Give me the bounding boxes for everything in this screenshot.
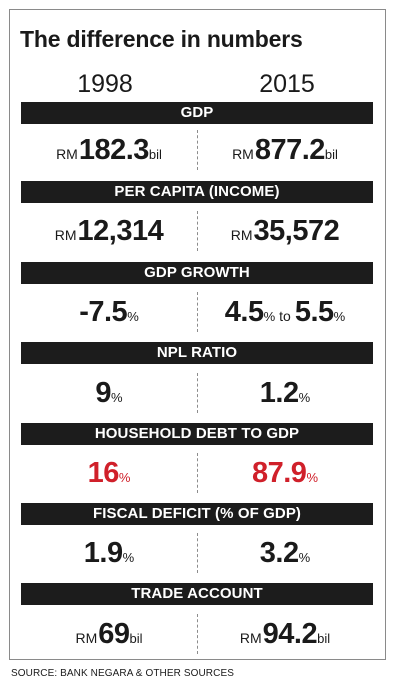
gdp-growth-2015-low: 4.5: [224, 296, 264, 328]
percent-suffix: %: [298, 550, 311, 565]
household-debt-2015-number: 87.9: [251, 457, 307, 489]
percent-suffix: %: [263, 309, 276, 324]
currency-prefix: RM: [54, 227, 77, 243]
source-note: SOURCE: BANK NEGARA & OTHER SOURCES: [11, 668, 234, 679]
column-divider: [197, 292, 198, 332]
row-household-debt: 16% 87.9%: [21, 451, 373, 495]
row-gdp-growth: -7.5% 4.5% to 5.5%: [21, 290, 373, 334]
currency-prefix: RM: [230, 227, 253, 243]
row-per-capita: RM12,314 RM35,572: [21, 209, 373, 253]
household-debt-1998-number: 16: [87, 457, 120, 489]
column-divider: [197, 614, 198, 654]
fiscal-deficit-1998-number: 1.9: [83, 537, 123, 569]
percent-suffix: %: [122, 550, 135, 565]
fiscal-deficit-2015-number: 3.2: [259, 537, 299, 569]
gdp-growth-2015-value: 4.5% to 5.5%: [197, 290, 373, 334]
column-divider: [197, 211, 198, 251]
row-npl-ratio: 9% 1.2%: [21, 371, 373, 415]
unit-suffix: bil: [324, 147, 338, 162]
trade-account-2015-value: RM94.2bil: [197, 612, 373, 656]
currency-prefix: RM: [232, 146, 254, 162]
currency-prefix: RM: [239, 630, 262, 646]
npl-ratio-1998-number: 9: [95, 377, 112, 409]
per-capita-2015-number: 35,572: [253, 215, 340, 247]
per-capita-2015-value: RM35,572: [197, 209, 373, 253]
infographic-title: The difference in numbers: [20, 26, 303, 52]
band-gdp: GDP: [21, 102, 373, 124]
npl-ratio-2015-value: 1.2%: [197, 371, 373, 415]
household-debt-2015-value: 87.9%: [197, 451, 373, 495]
row-fiscal-deficit: 1.9% 3.2%: [21, 531, 373, 575]
gdp-2015-number: 877.2: [254, 134, 326, 166]
gdp-1998-number: 182.3: [78, 134, 150, 166]
band-trade-account: TRADE ACCOUNT: [21, 583, 373, 605]
band-per-capita: PER CAPITA (INCOME): [21, 181, 373, 203]
column-divider: [197, 130, 198, 170]
band-gdp-growth: GDP GROWTH: [21, 262, 373, 284]
unit-suffix: bil: [148, 147, 162, 162]
unit-suffix: bil: [129, 631, 143, 646]
percent-suffix: %: [333, 309, 346, 324]
band-npl-ratio: NPL RATIO: [21, 342, 373, 364]
trade-account-1998-value: RM69bil: [21, 612, 197, 656]
gdp-growth-2015-high: 5.5: [294, 296, 334, 328]
range-connector: to: [279, 308, 291, 324]
fiscal-deficit-2015-value: 3.2%: [197, 531, 373, 575]
npl-ratio-2015-number: 1.2: [259, 377, 299, 409]
row-trade-account: RM69bil RM94.2bil: [21, 612, 373, 656]
trade-account-1998-number: 69: [98, 618, 130, 650]
column-divider: [197, 453, 198, 493]
fiscal-deficit-1998-value: 1.9%: [21, 531, 197, 575]
column-divider: [197, 533, 198, 573]
year-2015-header: 2015: [259, 70, 315, 98]
gdp-1998-value: RM182.3bil: [21, 128, 197, 172]
percent-suffix: %: [118, 470, 131, 485]
household-debt-1998-value: 16%: [21, 451, 197, 495]
percent-suffix: %: [127, 309, 139, 324]
infographic-frame: [9, 9, 386, 660]
per-capita-1998-value: RM12,314: [21, 209, 197, 253]
currency-prefix: RM: [75, 630, 98, 646]
percent-suffix: %: [298, 390, 311, 405]
band-household-debt: HOUSEHOLD DEBT TO GDP: [21, 423, 373, 445]
gdp-growth-1998-number: -7.5: [79, 296, 128, 328]
currency-prefix: RM: [56, 146, 78, 162]
trade-account-2015-number: 94.2: [262, 618, 318, 650]
column-divider: [197, 373, 198, 413]
per-capita-1998-number: 12,314: [77, 215, 164, 247]
year-1998-header: 1998: [77, 70, 133, 98]
npl-ratio-1998-value: 9%: [21, 371, 197, 415]
unit-suffix: bil: [317, 631, 331, 646]
percent-suffix: %: [306, 470, 318, 485]
gdp-2015-value: RM877.2bil: [197, 128, 373, 172]
band-fiscal-deficit: FISCAL DEFICIT (% OF GDP): [21, 503, 373, 525]
percent-suffix: %: [111, 390, 123, 405]
row-gdp: RM182.3bil RM877.2bil: [21, 128, 373, 172]
gdp-growth-1998-value: -7.5%: [21, 290, 197, 334]
